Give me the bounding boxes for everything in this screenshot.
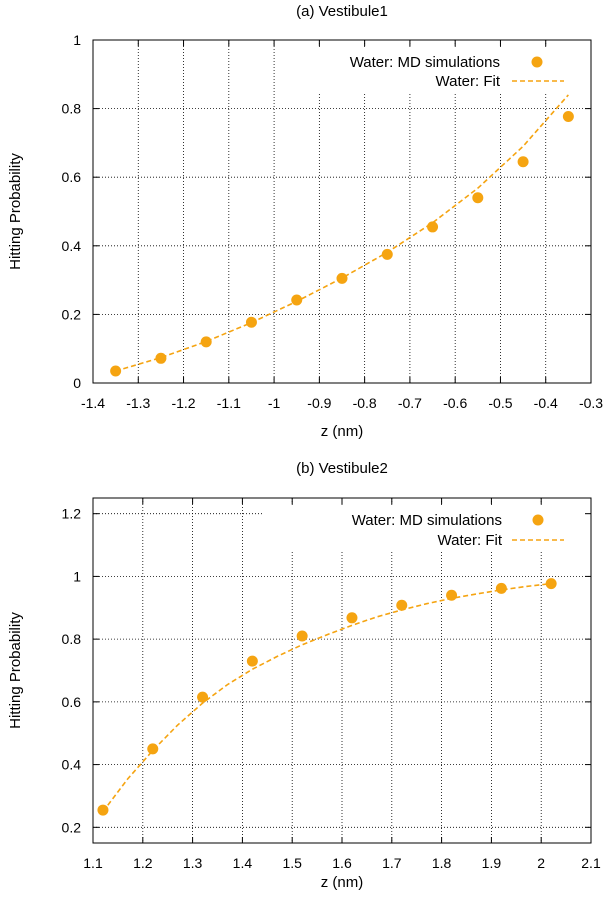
legend-label: Water: Fit bbox=[436, 73, 501, 90]
x-tick-label: -0.5 bbox=[488, 395, 512, 411]
chart-a: (a) Vestibule1 -1.4 -1.3 -1.2 -1.1 -1 -0.9 -0.8… bbox=[7, 3, 603, 440]
x-axis-label: z (nm) bbox=[321, 874, 364, 891]
y-tick-label: 0 bbox=[73, 375, 81, 391]
y-axis-label: Hitting Probability bbox=[7, 153, 24, 270]
x-tick-label: 2 bbox=[537, 855, 545, 871]
plot-frame bbox=[92, 39, 592, 384]
data-point bbox=[396, 599, 408, 611]
y-tick-label: 1.2 bbox=[62, 506, 82, 522]
x-tick-label: 1.6 bbox=[332, 855, 352, 871]
x-axis-label: z (nm) bbox=[321, 423, 364, 440]
x-tick-label: 2.1 bbox=[581, 855, 601, 871]
x-tick-label: 1.7 bbox=[382, 855, 402, 871]
data-point bbox=[381, 248, 393, 260]
x-tick-label: 1.9 bbox=[482, 855, 502, 871]
fit-line bbox=[115, 94, 569, 372]
data-point bbox=[197, 691, 209, 703]
data-point bbox=[517, 156, 529, 168]
data-point bbox=[296, 630, 308, 642]
data-point bbox=[472, 192, 484, 204]
data-point bbox=[562, 110, 574, 122]
data-point bbox=[291, 294, 303, 306]
x-tick-label: 1.3 bbox=[183, 855, 203, 871]
y-tick-label: 0.6 bbox=[62, 694, 82, 710]
x-tick-label: 1.8 bbox=[432, 855, 452, 871]
x-tick-label: -0.6 bbox=[443, 395, 467, 411]
data-point bbox=[97, 804, 109, 816]
data-point bbox=[155, 352, 167, 364]
data-point bbox=[200, 336, 212, 348]
legend-label: Water: MD simulations bbox=[352, 512, 502, 529]
data-point bbox=[336, 272, 348, 284]
legend-background bbox=[283, 48, 593, 92]
chart-b: (b) Vestibule2 1.1 1.2 1.3 1.4 1.5 1.6 1.7 1.8 1.… bbox=[7, 460, 601, 891]
legend-label: Water: Fit bbox=[438, 532, 503, 549]
x-tick-label: 1.4 bbox=[233, 855, 253, 871]
data-point bbox=[346, 612, 358, 624]
data-point bbox=[427, 221, 439, 233]
y-axis-label: Hitting Probability bbox=[7, 612, 24, 729]
x-tick-label: -1.3 bbox=[126, 395, 150, 411]
x-tick-label: -1 bbox=[268, 395, 281, 411]
y-tick-label: 0.4 bbox=[62, 757, 82, 773]
y-tick-label: 0.4 bbox=[62, 238, 82, 254]
fit-line bbox=[102, 582, 552, 813]
data-point bbox=[446, 589, 458, 601]
x-tick-label: -0.4 bbox=[534, 395, 558, 411]
x-tick-label: -1.1 bbox=[217, 395, 241, 411]
x-tick-label: -0.8 bbox=[353, 395, 377, 411]
y-tick-label: 0.2 bbox=[62, 306, 82, 322]
y-tick-label: 0.6 bbox=[62, 169, 82, 185]
data-point bbox=[110, 365, 122, 377]
x-tick-label: 1.1 bbox=[83, 855, 103, 871]
x-tick-label: -0.7 bbox=[398, 395, 422, 411]
y-tick-label: 1 bbox=[73, 568, 81, 584]
x-tick-label: -1.4 bbox=[81, 395, 105, 411]
data-point bbox=[147, 743, 159, 755]
data-point bbox=[246, 655, 258, 667]
x-tick-label: -0.3 bbox=[579, 395, 603, 411]
x-tick-label: 1.2 bbox=[133, 855, 153, 871]
x-tick-label: 1.5 bbox=[282, 855, 302, 871]
y-tick-label: 0.2 bbox=[62, 819, 82, 835]
y-tick-label: 0.8 bbox=[62, 631, 82, 647]
x-tick-label: -0.9 bbox=[307, 395, 331, 411]
y-tick-label: 0.8 bbox=[62, 101, 82, 117]
chart-title: (a) Vestibule1 bbox=[296, 3, 388, 20]
y-tick-label: 1 bbox=[73, 32, 81, 48]
x-tick-label: -1.2 bbox=[171, 395, 195, 411]
data-point bbox=[495, 582, 507, 594]
legend-point-swatch bbox=[531, 56, 543, 68]
legend-background bbox=[264, 506, 592, 552]
legend-point-swatch bbox=[532, 514, 544, 526]
legend-label: Water: MD simulations bbox=[350, 54, 500, 71]
chart-title: (b) Vestibule2 bbox=[296, 460, 388, 477]
